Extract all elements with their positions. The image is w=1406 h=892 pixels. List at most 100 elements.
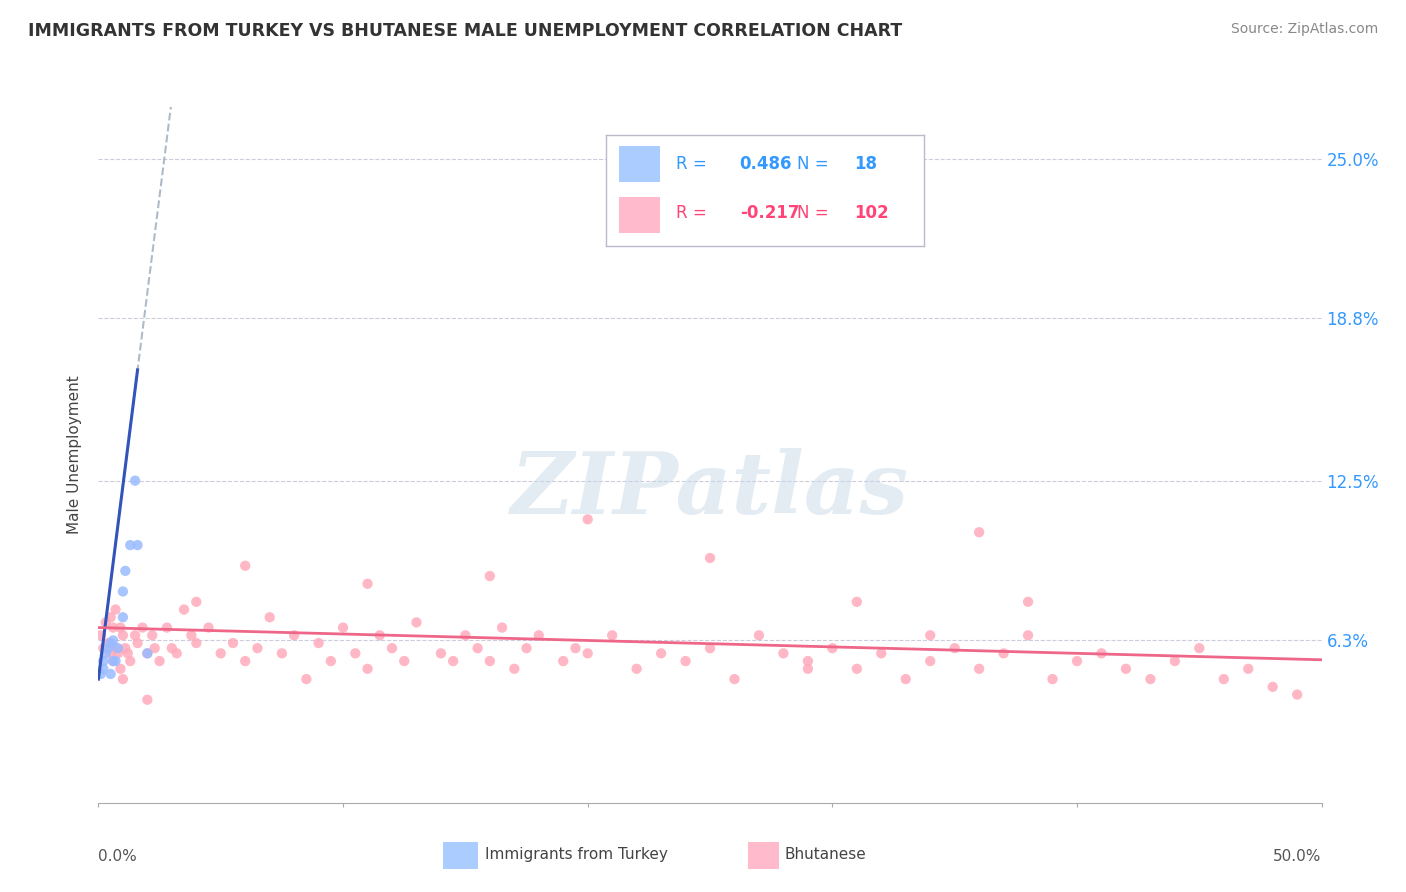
Point bbox=[576, 646, 599, 660]
Point bbox=[143, 641, 166, 656]
Point bbox=[101, 654, 124, 668]
Point bbox=[1090, 646, 1112, 660]
Text: ZIPatlas: ZIPatlas bbox=[510, 448, 910, 532]
Point bbox=[699, 551, 721, 566]
Point bbox=[1237, 662, 1260, 676]
Point bbox=[454, 628, 477, 642]
Point bbox=[478, 569, 501, 583]
Point bbox=[723, 672, 745, 686]
Point bbox=[1066, 654, 1088, 668]
Point bbox=[173, 602, 195, 616]
Point bbox=[149, 654, 172, 668]
Point bbox=[131, 621, 153, 635]
Point bbox=[503, 662, 526, 676]
Point bbox=[1139, 672, 1161, 686]
Point bbox=[136, 692, 159, 706]
Point bbox=[104, 654, 127, 668]
Text: Immigrants from Turkey: Immigrants from Turkey bbox=[485, 847, 668, 862]
Point bbox=[467, 641, 489, 656]
Point bbox=[356, 576, 378, 591]
Point bbox=[845, 595, 868, 609]
Point bbox=[222, 636, 245, 650]
Point bbox=[114, 564, 136, 578]
Point bbox=[870, 646, 893, 660]
Point bbox=[197, 621, 219, 635]
FancyBboxPatch shape bbox=[619, 197, 661, 233]
Point bbox=[478, 654, 501, 668]
Point bbox=[246, 641, 269, 656]
Point bbox=[186, 595, 208, 609]
Point bbox=[209, 646, 232, 660]
Point bbox=[1261, 680, 1284, 694]
Point bbox=[344, 646, 367, 660]
Point bbox=[515, 641, 537, 656]
Point bbox=[186, 636, 208, 650]
Point bbox=[104, 641, 127, 656]
Text: 18: 18 bbox=[853, 155, 877, 173]
Text: IMMIGRANTS FROM TURKEY VS BHUTANESE MALE UNEMPLOYMENT CORRELATION CHART: IMMIGRANTS FROM TURKEY VS BHUTANESE MALE… bbox=[28, 22, 903, 40]
Point bbox=[166, 646, 188, 660]
Text: N =: N = bbox=[797, 155, 834, 173]
Point bbox=[136, 646, 159, 660]
Point bbox=[107, 641, 129, 656]
Point bbox=[943, 641, 966, 656]
Point bbox=[675, 654, 697, 668]
Point bbox=[332, 621, 354, 635]
Point bbox=[110, 621, 132, 635]
Point bbox=[97, 636, 120, 650]
Point bbox=[356, 662, 378, 676]
Point bbox=[270, 646, 294, 660]
Point bbox=[91, 641, 114, 656]
Text: Source: ZipAtlas.com: Source: ZipAtlas.com bbox=[1230, 22, 1378, 37]
Point bbox=[845, 662, 868, 676]
Point bbox=[101, 633, 124, 648]
Point bbox=[564, 641, 586, 656]
Text: 102: 102 bbox=[853, 204, 889, 222]
Point bbox=[91, 662, 114, 676]
Point bbox=[100, 636, 122, 650]
Point bbox=[430, 646, 453, 660]
Text: R =: R = bbox=[676, 155, 711, 173]
Text: 50.0%: 50.0% bbox=[1274, 849, 1322, 864]
Point bbox=[124, 474, 146, 488]
Point bbox=[111, 628, 134, 642]
Point bbox=[1115, 662, 1137, 676]
Text: N =: N = bbox=[797, 204, 834, 222]
Y-axis label: Male Unemployment: Male Unemployment bbox=[67, 376, 83, 534]
Text: R =: R = bbox=[676, 204, 711, 222]
Point bbox=[1017, 595, 1039, 609]
Point bbox=[308, 636, 330, 650]
Point bbox=[553, 654, 575, 668]
Point bbox=[600, 628, 623, 642]
Point bbox=[259, 610, 281, 624]
Point bbox=[1212, 672, 1234, 686]
Point bbox=[392, 654, 416, 668]
Point bbox=[1188, 641, 1211, 656]
Point bbox=[993, 646, 1015, 660]
Point bbox=[527, 628, 550, 642]
Point bbox=[381, 641, 404, 656]
Text: 0.486: 0.486 bbox=[740, 155, 792, 173]
Point bbox=[368, 628, 391, 642]
Point bbox=[748, 628, 770, 642]
Point bbox=[1164, 654, 1187, 668]
Point bbox=[699, 641, 721, 656]
Point bbox=[100, 610, 122, 624]
Point bbox=[894, 672, 917, 686]
Point bbox=[127, 538, 149, 552]
Point bbox=[104, 602, 127, 616]
Point bbox=[136, 646, 159, 660]
Point bbox=[1286, 688, 1309, 702]
Point bbox=[797, 654, 820, 668]
Point bbox=[111, 584, 134, 599]
Point bbox=[650, 646, 672, 660]
Point bbox=[91, 654, 114, 668]
Point bbox=[233, 558, 256, 573]
Point bbox=[100, 646, 122, 660]
Text: Bhutanese: Bhutanese bbox=[785, 847, 866, 862]
Text: 0.0%: 0.0% bbox=[98, 849, 138, 864]
Point bbox=[491, 621, 513, 635]
Point bbox=[920, 628, 942, 642]
Point bbox=[101, 621, 124, 635]
Point bbox=[120, 654, 142, 668]
